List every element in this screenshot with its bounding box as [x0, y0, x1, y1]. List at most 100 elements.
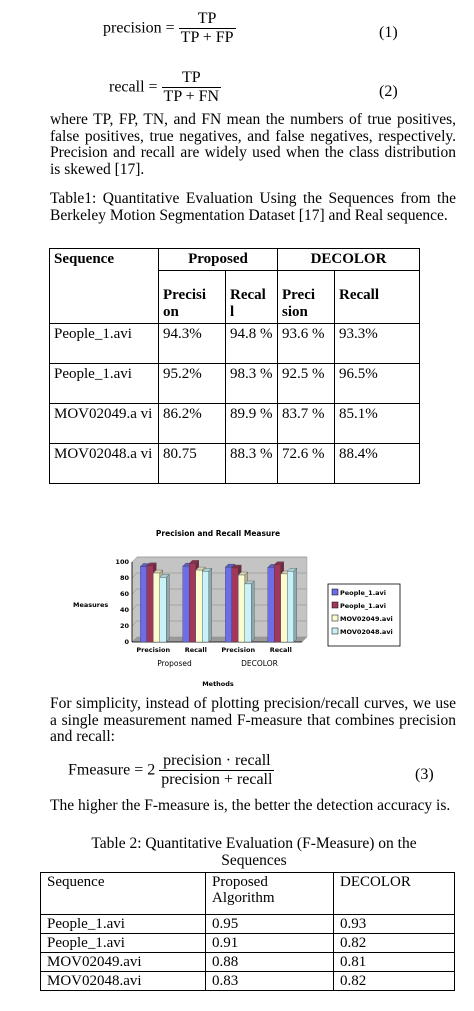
chart-bar [202, 571, 209, 643]
chart-y-tick-label: 80 [120, 574, 130, 582]
chart-gridline [131, 604, 138, 611]
chart-legend-label: People_1.avi [340, 602, 386, 610]
table-cell: People_1.avi [40, 933, 206, 953]
chart-y-tick-label: 100 [115, 558, 129, 566]
chart-gridline [131, 572, 138, 579]
equation-precision: precision = TP TP + FP [103, 10, 423, 47]
table-cell: People_1.avi [40, 914, 206, 934]
chart-bar-side [208, 567, 212, 643]
table-cell: 98.3 % [225, 363, 278, 404]
equation-fmeasure: Fmeasure = 2 precision · recall precisio… [68, 752, 408, 789]
table-cell: 88.3 % [225, 443, 278, 484]
equation-number-3: (3) [415, 766, 434, 783]
chart-legend-swatch [331, 588, 339, 596]
equation-denominator: precision + recall [159, 770, 275, 788]
table-cell: 85.1% [334, 403, 420, 444]
table-cell: People_1.avi [49, 363, 159, 404]
chart-gridline [131, 556, 138, 563]
table-cell: 0.81 [333, 952, 455, 972]
table1-subheader-recall: Recal l [225, 270, 278, 324]
equation-fraction: precision · recall precision + recall [159, 752, 275, 789]
chart-legend-swatch [331, 614, 339, 622]
table-cell: 83.7 % [277, 403, 335, 444]
table2-header-decolor: DECOLOR [333, 872, 455, 915]
chart-x-tick-label: Precision [221, 646, 255, 654]
chart-y-tick-label: 40 [120, 606, 130, 614]
equation-fraction: TP TP + FP [178, 10, 236, 47]
precision-recall-chart: Precision and Recall Measure Measures Me… [73, 529, 401, 688]
table-cell: MOV02048.avi [40, 971, 206, 991]
chart-bar [287, 571, 294, 643]
table-cell: People_1.avi [49, 323, 159, 364]
table-row: People_1.avi 95.2% 98.3 % 92.5 % 96.5% [49, 363, 420, 404]
chart-legend-label: MOV02049.avi [340, 615, 393, 623]
table-cell: 0.88 [205, 952, 334, 972]
table2-caption: Table 2: Quantitative Evaluation (F-Meas… [91, 835, 417, 869]
chart-bar [140, 566, 147, 643]
chart-y-tick-label: 60 [120, 590, 130, 598]
chart-bar [244, 583, 252, 643]
chart-x-tick-label: Precision [136, 646, 170, 654]
equation-lhs: Fmeasure = 2 [68, 761, 156, 779]
table-cell: MOV02049.avi [40, 952, 206, 972]
chart-bar [280, 573, 288, 643]
equation-fraction: TP TP + FN [161, 69, 222, 106]
chart-y-tick-label: 0 [124, 638, 129, 646]
chart-bar [225, 566, 232, 643]
chart-bar-side [251, 580, 255, 643]
chart-x-tick-label: Recall [270, 646, 292, 654]
table-row: People_1.avi 0.91 0.82 [40, 933, 455, 953]
paragraph-fmeasure-intro: For simplicity, instead of plotting prec… [50, 695, 456, 746]
chart-bar [189, 563, 196, 643]
equation-number-2: (2) [379, 83, 398, 100]
table-cell: 89.9 % [225, 403, 278, 444]
table-cell: 93.6 % [277, 323, 335, 364]
chart-bar [182, 566, 190, 643]
chart-title: Precision and Recall Measure [156, 529, 280, 538]
table2-header-proposed: Proposed Algorithm [205, 872, 334, 915]
equation-lhs: recall = [109, 78, 158, 96]
table-cell: 92.5 % [277, 363, 335, 404]
chart-bar [274, 564, 281, 643]
chart-legend-label: People_1.avi [340, 589, 386, 597]
table-cell: 94.3% [158, 323, 226, 364]
table-row: MOV02048.a vi 80.75 88.3 % 72.6 % 88.4% [49, 443, 420, 484]
chart-floor [132, 637, 307, 642]
paragraph-definitions: where TP, FP, TN, and FN mean the number… [50, 111, 456, 178]
equation-numerator: precision · recall [163, 752, 271, 769]
table-cell: 0.91 [205, 933, 334, 953]
table-row: People_1.avi 94.3% 94.8 % 93.6 % 93.3% [49, 323, 420, 364]
table1-subheader-precision: Preci sion [277, 270, 335, 324]
table1-header-decolor: DECOLOR [277, 248, 420, 271]
chart-bar [238, 574, 245, 643]
chart-bar [159, 577, 167, 643]
chart-legend [327, 583, 401, 647]
chart-x-tick-label: Recall [185, 646, 207, 654]
equation-recall: recall = TP TP + FN [109, 69, 429, 106]
table-cell: 0.93 [333, 914, 455, 934]
table-cell: 0.95 [205, 914, 334, 934]
table-cell: MOV02048.a vi [49, 443, 159, 484]
table-cell: 0.83 [205, 971, 334, 991]
table1: Sequence Proposed DECOLOR Precisi on Rec… [49, 248, 420, 484]
table-cell: 88.4% [334, 443, 420, 484]
chart-bar [153, 572, 160, 643]
chart-bar [231, 567, 239, 643]
chart-group-label: DECOLOR [241, 659, 278, 668]
table1-subheader-recall: Recall [334, 270, 420, 324]
table1-header-proposed: Proposed [158, 248, 278, 271]
table-cell: 80.75 [158, 443, 226, 484]
equation-lhs: precision = [103, 19, 175, 37]
equation-numerator: TP [197, 10, 217, 27]
table1-header-sequence: Sequence [49, 248, 159, 324]
chart-y-axis-label: Measures [73, 601, 108, 609]
table-row: MOV02049.avi 0.88 0.81 [40, 952, 455, 972]
table2-header-sequence: Sequence [40, 872, 206, 915]
chart-legend-label: MOV02048.avi [340, 628, 393, 636]
table-cell: 96.5% [334, 363, 420, 404]
chart-y-tick-label: 20 [120, 622, 130, 630]
chart-bar-side [293, 567, 297, 643]
table-cell: 94.8 % [225, 323, 278, 364]
chart-bar-side [166, 574, 170, 643]
chart-gridline [131, 636, 138, 643]
